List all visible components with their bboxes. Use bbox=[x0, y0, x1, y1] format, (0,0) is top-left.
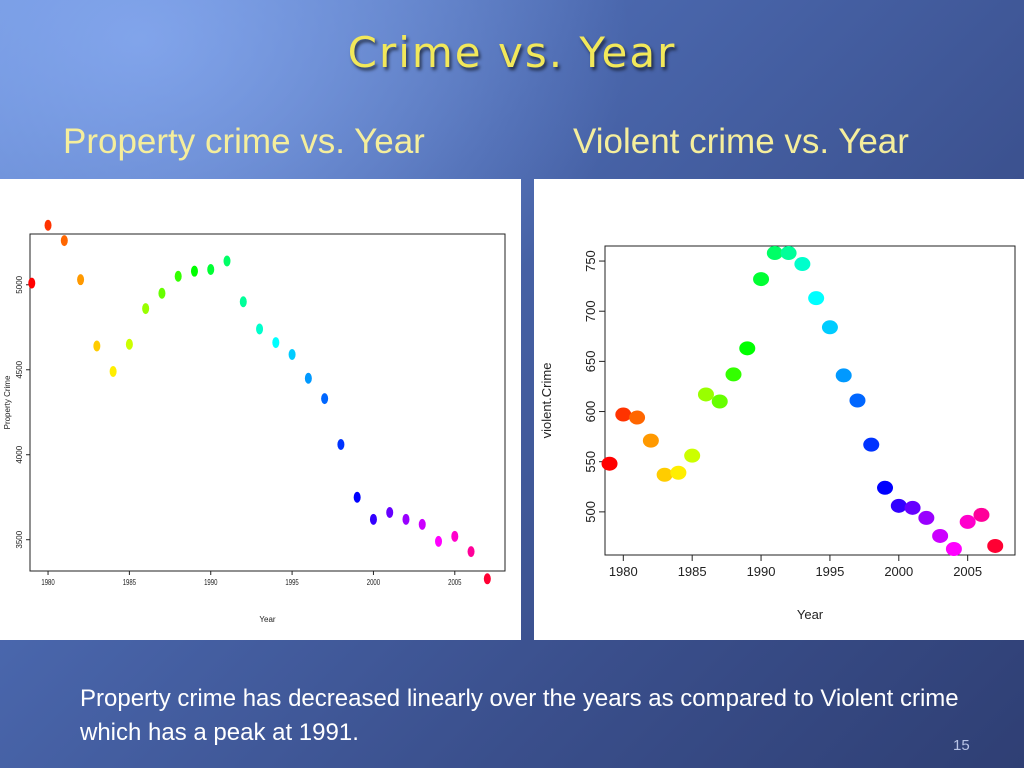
data-point bbox=[959, 514, 976, 529]
data-point bbox=[711, 394, 728, 409]
x-tick-label: 1995 bbox=[815, 564, 844, 579]
data-point bbox=[190, 265, 198, 277]
x-axis-label: Year bbox=[259, 615, 276, 624]
x-tick-label: 1980 bbox=[609, 564, 638, 579]
data-point bbox=[849, 393, 866, 408]
y-tick-label: 750 bbox=[583, 250, 598, 272]
x-tick-label: 1995 bbox=[285, 579, 298, 587]
data-point bbox=[794, 257, 811, 272]
data-point bbox=[142, 303, 150, 315]
data-point bbox=[288, 348, 296, 360]
data-point bbox=[272, 337, 280, 349]
x-tick-label: 1985 bbox=[678, 564, 707, 579]
data-point bbox=[467, 546, 475, 558]
property-crime-chart-panel: 1980 1985 1990 1995 2000 2005 3500 4000 4500 5000… bbox=[0, 179, 521, 640]
data-point bbox=[725, 367, 742, 382]
data-point bbox=[44, 219, 52, 231]
x-tick-label: 1980 bbox=[41, 579, 54, 587]
data-point bbox=[369, 513, 377, 525]
data-point bbox=[766, 246, 783, 261]
property-crime-chart: 1980 1985 1990 1995 2000 2005 3500 4000 4500 5000… bbox=[3, 219, 506, 624]
data-point bbox=[93, 340, 101, 352]
slide-title: Crime vs. Year bbox=[347, 28, 677, 77]
data-point bbox=[945, 541, 962, 556]
y-tick-label: 550 bbox=[583, 451, 598, 473]
data-point bbox=[863, 437, 880, 452]
x-tick-label: 2000 bbox=[884, 564, 913, 579]
y-tick-label: 700 bbox=[583, 300, 598, 322]
data-point bbox=[435, 535, 443, 547]
x-axis-label: Year bbox=[797, 607, 824, 622]
data-point bbox=[402, 513, 410, 525]
data-point bbox=[932, 528, 949, 543]
data-point bbox=[987, 538, 1004, 553]
y-tick-label: 600 bbox=[583, 401, 598, 423]
data-point bbox=[739, 341, 756, 356]
data-point bbox=[601, 456, 618, 471]
y-tick-label: 4000 bbox=[15, 445, 24, 463]
data-point bbox=[973, 507, 990, 522]
y-tick-label: 500 bbox=[583, 501, 598, 523]
x-tick-label: 1990 bbox=[204, 579, 217, 587]
data-point bbox=[835, 368, 852, 383]
data-point bbox=[821, 320, 838, 335]
data-point bbox=[684, 448, 701, 463]
data-point bbox=[808, 291, 825, 306]
y-tick-label: 3500 bbox=[15, 530, 24, 548]
data-point bbox=[337, 439, 345, 451]
data-point bbox=[918, 510, 935, 525]
data-point bbox=[877, 480, 894, 495]
page-number: 15 bbox=[953, 737, 970, 754]
data-point bbox=[780, 246, 797, 261]
property-crime-heading: Property crime vs. Year bbox=[63, 122, 425, 161]
data-point bbox=[615, 407, 632, 422]
data-point bbox=[353, 491, 361, 503]
data-point bbox=[418, 518, 426, 530]
y-tick-label: 5000 bbox=[15, 275, 24, 293]
x-tick-label: 2005 bbox=[953, 564, 982, 579]
data-point bbox=[125, 338, 133, 350]
data-point bbox=[223, 255, 231, 267]
data-point bbox=[904, 500, 921, 515]
data-point bbox=[321, 393, 329, 405]
data-point bbox=[753, 272, 770, 287]
y-axis-label: violent.Crime bbox=[539, 363, 554, 439]
x-tick-label: 2000 bbox=[367, 579, 380, 587]
violent-crime-chart: 1980 1985 1990 1995 2000 2005 500 550 600 650 700 7… bbox=[539, 245, 1016, 622]
data-point bbox=[60, 235, 68, 247]
data-point bbox=[890, 498, 907, 513]
x-tick-label: 2005 bbox=[448, 579, 461, 587]
violent-crime-chart-panel: 1980 1985 1990 1995 2000 2005 500 550 600 650 700 7… bbox=[534, 179, 1024, 640]
data-point bbox=[174, 270, 182, 282]
y-axis-label: Property Crime bbox=[3, 375, 12, 429]
violent-crime-heading: Violent crime vs. Year bbox=[573, 122, 909, 161]
x-tick-label: 1990 bbox=[747, 564, 776, 579]
data-point bbox=[386, 507, 394, 519]
x-tick-label: 1985 bbox=[123, 579, 136, 587]
y-tick-label: 650 bbox=[583, 351, 598, 373]
plot-frame bbox=[29, 233, 506, 572]
plot-frame bbox=[604, 245, 1016, 556]
data-point bbox=[697, 387, 714, 402]
data-point bbox=[304, 372, 312, 384]
data-point bbox=[109, 365, 117, 377]
data-point bbox=[451, 530, 459, 542]
data-point bbox=[77, 274, 85, 286]
data-point bbox=[656, 467, 673, 482]
slide-caption: Property crime has decreased linearly ov… bbox=[80, 685, 959, 746]
data-point bbox=[207, 263, 215, 275]
data-point bbox=[670, 465, 687, 480]
data-point bbox=[239, 296, 247, 308]
data-point bbox=[158, 287, 166, 299]
data-point bbox=[28, 277, 36, 289]
y-tick-label: 4500 bbox=[15, 360, 24, 378]
data-point bbox=[642, 433, 659, 448]
data-point bbox=[256, 323, 264, 335]
data-point bbox=[629, 410, 646, 425]
data-point bbox=[483, 573, 491, 585]
